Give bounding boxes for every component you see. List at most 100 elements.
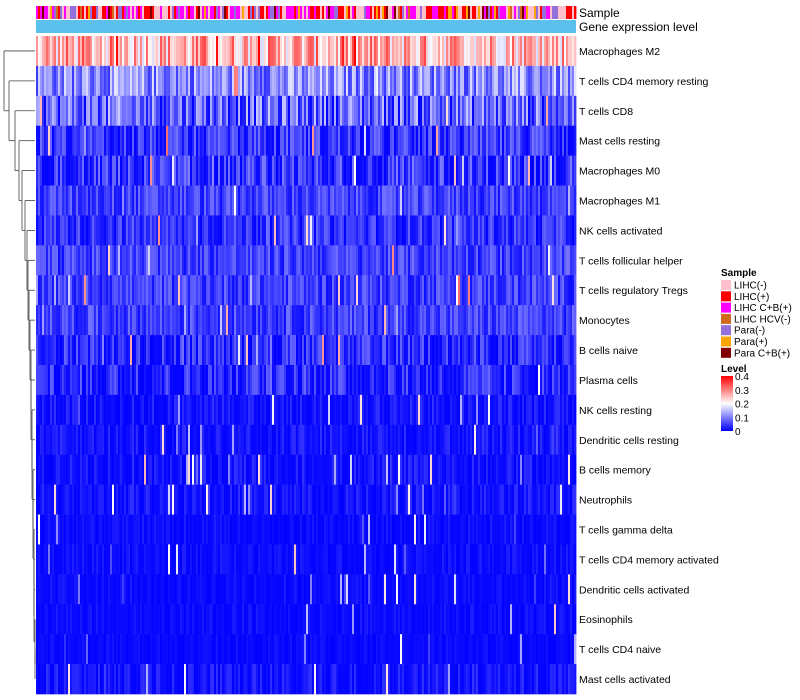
heatmap-cell [530,365,533,396]
heatmap-cell [460,125,463,156]
heatmap-cell [216,484,219,515]
heatmap-cell [262,484,265,515]
heatmap-cell [426,185,429,216]
heatmap-cell [384,245,387,276]
heatmap-cell [532,454,535,485]
heatmap-cell [198,155,201,186]
heatmap-cell [160,514,163,545]
heatmap-cell [266,454,269,485]
heatmap-cell [76,125,79,156]
heatmap-cell [298,424,301,456]
heatmap-cell [572,424,575,456]
heatmap-cell [338,305,341,336]
heatmap-cell [404,185,407,216]
heatmap-cell [118,365,121,396]
heatmap-cell [174,215,177,246]
heatmap-cell [328,365,331,396]
heatmap-cell [326,514,329,545]
heatmap-cell [450,335,453,366]
heatmap-cell [402,454,405,485]
heatmap-cell [514,484,517,515]
heatmap-cell [452,215,455,246]
heatmap-cell [430,305,433,336]
heatmap-cell [506,454,509,485]
heatmap-cell [274,514,277,545]
heatmap-cell [390,484,393,515]
heatmap-cell [88,65,91,97]
heatmap-cell [284,125,287,156]
heatmap-cell [76,36,79,67]
heatmap-cell [514,305,517,336]
heatmap-cell [402,245,405,276]
heatmap-cell [110,424,113,456]
heatmap-cell [130,424,133,456]
heatmap-cell [112,424,115,456]
heatmap-cell [294,65,297,97]
heatmap-cell [44,245,47,276]
sample-annotation-cell [264,6,267,19]
heatmap-cell [140,365,143,396]
heatmap-cell [494,95,497,127]
heatmap-cell [346,454,349,485]
heatmap-cell [340,155,343,186]
heatmap-cell [490,275,493,306]
heatmap-cell [126,36,129,67]
heatmap-cell [572,365,575,396]
heatmap-cell [66,424,69,456]
heatmap-cell [214,185,217,216]
heatmap-cell [456,155,459,186]
heatmap-cell [500,305,503,336]
heatmap-cell [480,305,483,336]
heatmap-cell [388,335,391,366]
heatmap-cell [500,245,503,276]
heatmap-cell [136,65,139,97]
heatmap-cell [166,335,169,366]
heatmap-cell [190,36,193,67]
heatmap-cell [368,185,371,216]
heatmap-cell [132,544,135,575]
heatmap-cell [460,275,463,306]
heatmap-cell [398,185,401,216]
heatmap-cell [256,275,259,306]
heatmap-cell [506,185,509,216]
heatmap-cell [180,215,183,246]
heatmap-cell [76,275,79,306]
heatmap-cell [340,95,343,127]
heatmap-cell [66,155,69,186]
heatmap-cell [192,394,195,426]
heatmap-cell [308,95,311,127]
heatmap-cell [194,305,197,336]
heatmap-cell [234,36,237,67]
heatmap-cell [498,514,501,545]
heatmap-cell [186,365,189,396]
heatmap-cell [48,335,51,366]
heatmap-cell [480,36,483,67]
heatmap-cell [552,65,555,97]
heatmap-cell [148,95,151,127]
heatmap-cell [354,394,357,426]
heatmap-cell [338,215,341,246]
heatmap-cell [366,365,369,396]
heatmap-cell [462,185,465,216]
heatmap-cell [208,155,211,186]
heatmap-cell [486,245,489,276]
heatmap-cell [70,95,73,127]
heatmap-cell [492,125,495,156]
heatmap-cell [38,275,41,306]
heatmap-cell [194,36,197,67]
heatmap-cell [212,305,215,336]
heatmap-cell [500,335,503,366]
heatmap-cell [470,185,473,216]
heatmap-cell [394,36,397,67]
heatmap-cell [308,36,311,67]
heatmap-cell [492,275,495,306]
heatmap-cell [528,185,531,216]
heatmap-cell [528,484,531,515]
heatmap-cell [78,514,81,545]
heatmap-cell [324,36,327,67]
heatmap-cell [566,275,569,306]
heatmap-cell [394,155,397,186]
heatmap-cell [240,335,243,366]
heatmap-cell [66,305,69,336]
heatmap-cell [276,424,279,456]
